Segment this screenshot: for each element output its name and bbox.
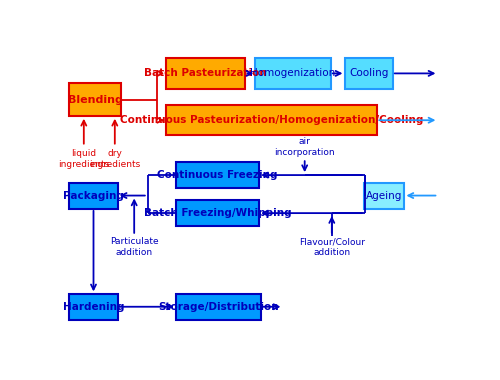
- Text: Particulate
addition: Particulate addition: [110, 237, 158, 256]
- Text: Blending: Blending: [68, 95, 123, 105]
- Text: Continuous Freezing: Continuous Freezing: [157, 170, 278, 180]
- Text: Flavour/Colour
addition: Flavour/Colour addition: [299, 237, 365, 256]
- FancyBboxPatch shape: [176, 200, 259, 226]
- Text: Ageing: Ageing: [366, 190, 403, 201]
- Text: Batch Pasteurization: Batch Pasteurization: [144, 68, 267, 78]
- Text: Batch Freezing/Whipping: Batch Freezing/Whipping: [144, 208, 292, 218]
- Text: Packaging: Packaging: [63, 190, 124, 201]
- Text: Hardening: Hardening: [63, 302, 124, 312]
- Text: Storage/Distribution: Storage/Distribution: [158, 302, 279, 312]
- Text: liquid
ingredients: liquid ingredients: [58, 149, 110, 169]
- Text: air
incorporation: air incorporation: [274, 138, 335, 157]
- Text: Continuous Pasteurization/Homogenization/Cooling: Continuous Pasteurization/Homogenization…: [120, 115, 424, 125]
- FancyBboxPatch shape: [364, 182, 405, 209]
- FancyBboxPatch shape: [70, 83, 122, 116]
- FancyBboxPatch shape: [166, 105, 377, 135]
- Text: dry
ingredients: dry ingredients: [89, 149, 141, 169]
- FancyBboxPatch shape: [70, 294, 117, 320]
- FancyBboxPatch shape: [166, 58, 246, 89]
- FancyBboxPatch shape: [256, 58, 330, 89]
- Text: Homogenization: Homogenization: [250, 68, 336, 78]
- Text: Cooling: Cooling: [349, 68, 389, 78]
- FancyBboxPatch shape: [176, 162, 259, 188]
- FancyBboxPatch shape: [70, 182, 117, 209]
- FancyBboxPatch shape: [176, 294, 261, 320]
- FancyBboxPatch shape: [344, 58, 393, 89]
